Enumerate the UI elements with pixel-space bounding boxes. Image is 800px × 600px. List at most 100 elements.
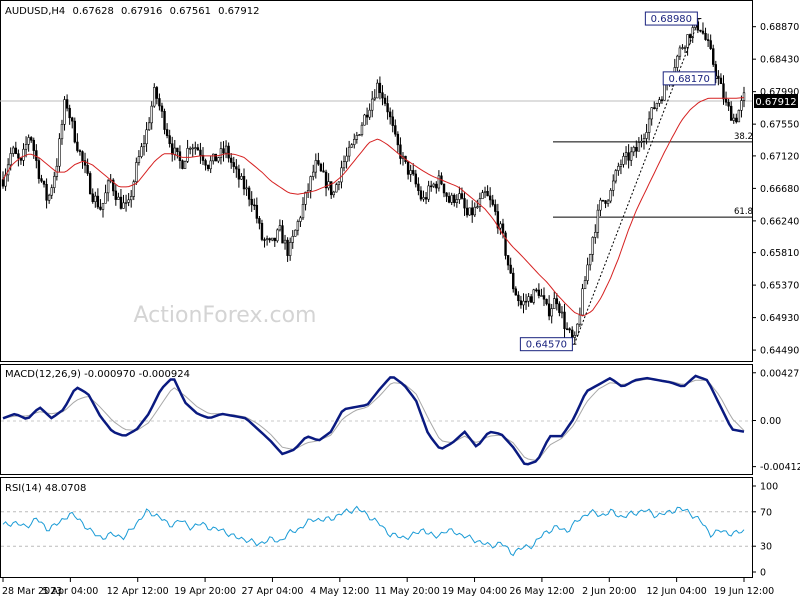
- candle-body: [488, 195, 492, 201]
- candle-body: [9, 153, 12, 166]
- time-tick-label: 19 Apr 20:00: [174, 586, 236, 597]
- candle-body: [40, 178, 43, 182]
- candle-body: [458, 193, 461, 200]
- candle-body: [145, 129, 148, 145]
- price-tick-label: 0.67990: [760, 87, 799, 98]
- price-axis: 0.68870 0.68430 0.67990 0.67550 0.67120 0.666…: [752, 22, 799, 357]
- low-value: 0.67561: [170, 6, 211, 17]
- price-tick-label: 0.64930: [760, 313, 799, 324]
- candle-body: [388, 111, 392, 118]
- candle-body: [153, 87, 156, 107]
- candle-body: [101, 202, 105, 210]
- candle-body: [214, 153, 218, 162]
- candle-body: [299, 217, 302, 222]
- candle-body: [160, 105, 164, 112]
- candle-body: [371, 98, 374, 111]
- macd-tick-label: 0.00: [760, 416, 781, 427]
- candle-body: [417, 183, 420, 191]
- candle-body: [181, 160, 184, 169]
- candle-body: [737, 110, 741, 123]
- candle-body: [71, 117, 74, 122]
- candle-body: [583, 280, 587, 290]
- candle-body: [581, 288, 584, 316]
- candle-body: [596, 209, 600, 233]
- candle-body: [27, 137, 30, 145]
- candle-body: [1, 179, 5, 187]
- candle-body: [678, 47, 682, 57]
- candle-body: [571, 329, 574, 338]
- candle-body: [332, 191, 335, 196]
- price-tick-label: 0.68430: [760, 55, 799, 66]
- candle-body: [606, 200, 610, 204]
- candle-body: [217, 157, 220, 162]
- candle-body: [519, 300, 523, 306]
- candle-body: [537, 289, 541, 296]
- candle-body: [378, 82, 382, 94]
- candle-body: [609, 189, 612, 202]
- candle-body: [340, 167, 343, 183]
- candle-body: [194, 147, 197, 149]
- candle-body: [514, 288, 518, 296]
- candle-body: [614, 170, 617, 182]
- candle-body: [314, 160, 318, 173]
- candle-body: [658, 99, 661, 104]
- rsi-tick-label: 70: [760, 507, 772, 518]
- candle-body: [260, 222, 264, 240]
- candle-body: [14, 147, 18, 154]
- main-panel-border: [0, 0, 753, 362]
- annotation-box: [519, 337, 573, 352]
- candle-body: [722, 83, 725, 100]
- price-tick-label: 0.65810: [760, 248, 799, 259]
- candle-body: [209, 160, 212, 170]
- candle-body: [506, 255, 510, 266]
- candle-body: [701, 30, 705, 34]
- time-tick-label: 5 Apr 04:00: [42, 586, 98, 597]
- candle-body: [358, 134, 361, 136]
- candle-body: [663, 84, 666, 101]
- candle-body: [132, 181, 135, 197]
- candle-body: [460, 193, 464, 199]
- candle-body: [724, 98, 728, 103]
- candle-body: [247, 187, 251, 200]
- candle-body: [735, 117, 738, 123]
- candle-body: [191, 147, 194, 150]
- candle-body: [676, 55, 679, 68]
- candle-body: [573, 335, 576, 338]
- candle-body: [637, 142, 641, 152]
- candle-body: [624, 152, 628, 157]
- candle-body: [94, 195, 97, 202]
- candle-body: [424, 197, 428, 200]
- candle-body: [681, 47, 684, 49]
- candle-body: [396, 133, 400, 146]
- candle-body: [558, 303, 561, 313]
- candle-body: [53, 176, 56, 188]
- time-tick-label: 12 Jun 04:00: [646, 586, 706, 597]
- price-tick-label: 0.64490: [760, 346, 799, 357]
- rsi-tick-label: 100: [760, 482, 778, 493]
- time-tick-label: 11 May 20:00: [375, 586, 440, 597]
- candle-body: [442, 183, 446, 194]
- macd-line: [2, 374, 745, 466]
- candle-body: [445, 192, 448, 197]
- moving-average-line: [2, 97, 745, 317]
- candle-body: [496, 211, 500, 229]
- candle-body: [463, 198, 466, 209]
- candle-body: [565, 328, 569, 330]
- candle-body: [88, 173, 92, 195]
- candle-body: [601, 199, 605, 202]
- candle-body: [158, 98, 161, 107]
- candle-body: [468, 207, 471, 216]
- candle-body: [319, 163, 323, 172]
- candle-body: [591, 237, 594, 255]
- candle-body: [363, 114, 366, 126]
- candle-body: [719, 77, 723, 85]
- current-price-label: 0.67912: [755, 97, 796, 108]
- time-tick-label: 4 May 12:00: [310, 586, 369, 597]
- candle-body: [250, 198, 253, 206]
- candle-body: [165, 129, 169, 136]
- candle-body: [91, 193, 94, 202]
- time-tick-label: 2 Jun 20:00: [582, 586, 636, 597]
- candle-body: [535, 289, 538, 292]
- candle-body: [317, 160, 320, 165]
- price-tick-label: 0.66680: [760, 184, 799, 195]
